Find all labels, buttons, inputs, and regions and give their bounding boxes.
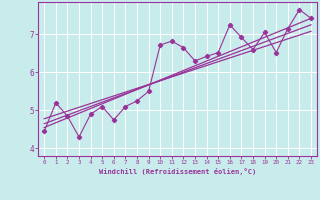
X-axis label: Windchill (Refroidissement éolien,°C): Windchill (Refroidissement éolien,°C) xyxy=(99,168,256,175)
